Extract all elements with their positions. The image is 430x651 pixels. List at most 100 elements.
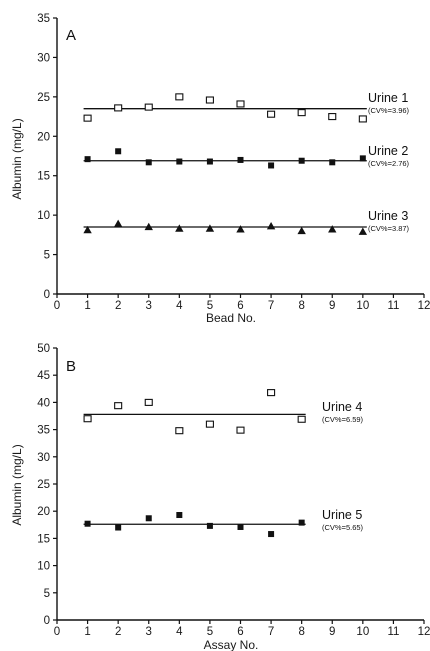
urine-1-point — [144, 103, 153, 111]
panel-a-x-axis-label: Bead No. — [206, 311, 256, 325]
panel-b-x-tick-label: 4 — [176, 626, 183, 638]
urine-1-point — [297, 109, 306, 117]
urine-3-point — [328, 225, 337, 233]
panel-b-x-tick-label: 3 — [146, 626, 152, 638]
panel-a-x-tick-label: 9 — [329, 300, 335, 312]
panel-b-x-tick-label: 11 — [387, 626, 399, 638]
panel-b-y-tick-label: 50 — [37, 343, 50, 355]
panel-b-y-tick-label: 40 — [37, 397, 50, 409]
urine-4-point — [205, 420, 214, 428]
urine-4-point — [114, 402, 123, 410]
panel-b-y-tick-label: 30 — [37, 452, 50, 464]
urine-1-point — [175, 93, 184, 101]
urine-3-point — [358, 227, 368, 235]
urine-3-point — [297, 226, 306, 235]
panel-a-x-tick-label: 5 — [207, 300, 213, 312]
panel-b-x-tick-label: 10 — [356, 626, 369, 638]
urine-1-point — [236, 100, 245, 108]
panel-a-x-tick-label: 3 — [146, 300, 152, 312]
panel-a-y-tick-label: 25 — [37, 92, 50, 104]
urine-5-point — [145, 515, 152, 522]
panel-a-label: A — [66, 27, 76, 44]
panel-b-label: B — [66, 358, 76, 375]
panel-b-x-tick-label: 1 — [84, 626, 90, 638]
panel-a-y-tick-label: 10 — [37, 210, 50, 222]
panel-a-y-tick-label: 15 — [37, 171, 50, 183]
panel-b-y-tick-label: 0 — [44, 615, 50, 627]
panel-a-x-tick-label: 4 — [176, 300, 183, 312]
panel-b-y-tick-label: 15 — [37, 533, 50, 545]
urine-3-cv-label: (CV%=3.87) — [368, 224, 410, 233]
urine-5-label: Urine 5 — [322, 508, 362, 522]
panel-b-x-axis-label: Assay No. — [204, 638, 259, 651]
urine-3-point — [205, 224, 215, 232]
panel-b-y-tick-label: 20 — [37, 506, 50, 518]
panel-b-x-tick-label: 2 — [115, 626, 121, 638]
urine-4-point — [297, 415, 306, 423]
urine-3-point — [266, 221, 276, 230]
panel-a-x-tick-label: 12 — [418, 300, 430, 312]
panel-b-x-tick-label: 8 — [298, 626, 304, 638]
urine-5-point — [237, 523, 244, 530]
panel-b-x-tick-label: 5 — [207, 626, 213, 638]
urine-3-point — [83, 225, 92, 234]
urine-4-cv-label: (CV%=6.59) — [322, 415, 364, 424]
urine-1-point — [83, 114, 92, 122]
urine-2-point — [145, 159, 152, 166]
urine-2-point — [115, 148, 122, 155]
urine-5-point — [84, 520, 91, 527]
panel-b-y-tick-label: 35 — [37, 425, 50, 437]
urine-2-point — [206, 158, 213, 165]
panel-a: A Bead No. Albumin (mg/L) 05101520253035… — [10, 13, 430, 325]
urine-1-point — [114, 104, 123, 112]
panel-b-x-tick-label: 9 — [329, 626, 335, 638]
panel-a-y-tick-label: 5 — [44, 250, 50, 262]
urine-2-point — [329, 159, 336, 166]
urine-5-point — [298, 519, 305, 526]
panel-b-x-tick-label: 6 — [237, 626, 243, 638]
panel-a-y-tick-label: 35 — [37, 13, 50, 25]
panel-a-x-tick-label: 6 — [237, 300, 243, 312]
panel-b-y-axis-label: Albumin (mg/L) — [10, 444, 24, 525]
urine-5-point — [268, 531, 275, 538]
urine-3-point — [175, 224, 184, 232]
panel-a-x-tick-label: 10 — [356, 300, 369, 312]
urine-4-point — [144, 398, 153, 406]
urine-5-point — [176, 512, 183, 519]
urine-3-point — [236, 225, 245, 233]
panel-b-x-tick-label: 0 — [54, 626, 60, 638]
urine-2-point — [268, 162, 275, 169]
urine-1-label: Urine 1 — [368, 91, 408, 105]
panel-b-y-tick-label: 45 — [37, 370, 50, 382]
urine-3-point — [113, 219, 123, 227]
urine-1-cv-label: (CV%=3.96) — [368, 106, 410, 115]
panel-a-x-tick-label: 7 — [268, 300, 274, 312]
urine-5-point — [206, 522, 213, 529]
urine-1-point — [328, 113, 337, 121]
panel-a-y-tick-label: 0 — [44, 289, 50, 301]
panel-b-x-tick-label: 12 — [418, 626, 430, 638]
panel-a-y-tick-label: 20 — [37, 131, 50, 143]
urine-1-point — [358, 115, 367, 123]
urine-4-label: Urine 4 — [322, 400, 362, 414]
urine-4-point — [83, 415, 92, 423]
urine-4-point — [267, 389, 276, 397]
panel-b-x-tick-label: 7 — [268, 626, 274, 638]
panel-b-y-tick-label: 10 — [37, 561, 50, 573]
urine-2-cv-label: (CV%=2.76) — [368, 159, 410, 168]
panel-a-x-tick-label: 11 — [387, 300, 399, 312]
panel-a-x-tick-label: 8 — [298, 300, 304, 312]
panel-b-y-tick-label: 25 — [37, 479, 50, 491]
urine-5-cv-label: (CV%=5.65) — [322, 523, 364, 532]
urine-1-point — [205, 96, 214, 104]
urine-3-label: Urine 3 — [368, 209, 408, 223]
panel-a-x-tick-label: 2 — [115, 300, 121, 312]
urine-2-point — [84, 156, 91, 163]
urine-2-point — [237, 156, 244, 163]
urine-2-point — [359, 155, 366, 162]
urine-4-point — [175, 427, 184, 435]
urine-2-point — [298, 157, 305, 164]
panel-a-y-axis-label: Albumin (mg/L) — [10, 118, 24, 199]
panel-a-y-tick-label: 30 — [37, 52, 50, 64]
